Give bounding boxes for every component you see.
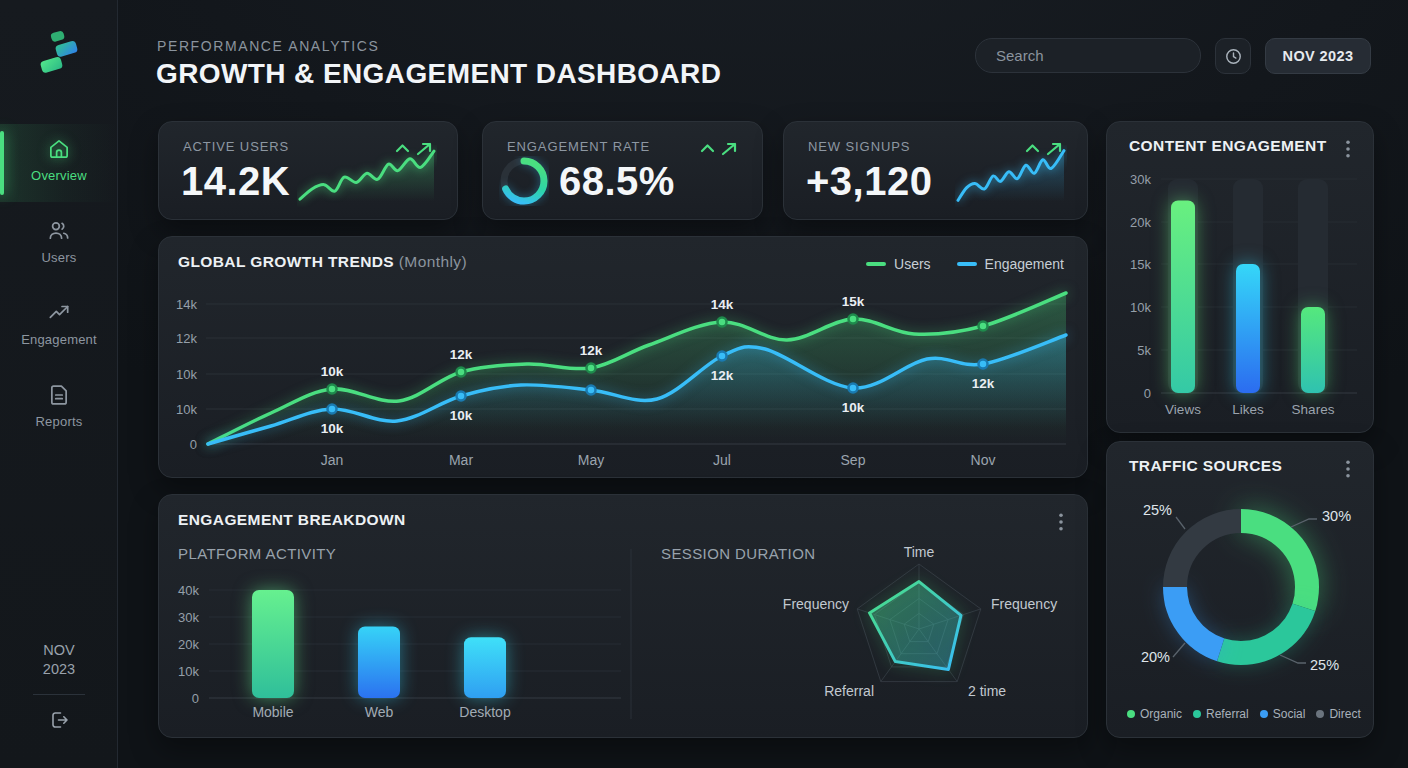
svg-text:Sep: Sep [841, 452, 866, 468]
traffic-legend: Organic Referral Social Direct [1127, 707, 1361, 721]
search-input[interactable] [996, 47, 1195, 64]
page-title: GROWTH & ENGAGEMENT DASHBOARD [156, 58, 721, 90]
sidebar: Overview Users Engagement Reports [0, 0, 118, 768]
svg-text:10k: 10k [176, 402, 197, 417]
kpi-card-engagement-rate: ENGAGEMENT RATE 68.5% [482, 121, 763, 220]
sidebar-item-users[interactable]: Users [0, 206, 118, 284]
kpi-label: NEW SIGNUPS [808, 139, 910, 154]
legend-item: Referral [1193, 707, 1249, 721]
sidebar-item-label: Reports [36, 414, 83, 429]
content-engagement-panel: CONTENT ENGAGEMENT 30k20k15k10k5k0ViewsL… [1106, 121, 1374, 433]
svg-text:10k: 10k [321, 421, 344, 436]
svg-text:0: 0 [1144, 386, 1151, 401]
svg-text:Time: Time [904, 544, 935, 560]
sidebar-item-engagement[interactable]: Engagement [0, 288, 118, 366]
svg-text:10k: 10k [842, 400, 865, 415]
svg-text:5k: 5k [1137, 343, 1151, 358]
svg-text:Mobile: Mobile [252, 704, 293, 720]
svg-text:10k: 10k [1130, 300, 1151, 315]
kpi-value: 68.5% [559, 159, 675, 204]
app-logo-icon [36, 28, 82, 86]
svg-text:12k: 12k [711, 368, 734, 383]
trend-up-arrows-icon [698, 140, 740, 158]
svg-text:40k: 40k [178, 583, 199, 598]
gauge-chart [499, 156, 549, 206]
svg-text:30%: 30% [1322, 508, 1351, 524]
history-button[interactable] [1215, 38, 1251, 74]
svg-text:Frequency: Frequency [991, 596, 1057, 612]
svg-text:20%: 20% [1141, 649, 1170, 665]
svg-text:Desktop: Desktop [459, 704, 511, 720]
kpi-value: +3,120 [806, 159, 932, 204]
svg-text:12k: 12k [450, 347, 473, 362]
sidebar-item-label: Engagement [21, 332, 97, 347]
svg-text:0: 0 [190, 437, 197, 452]
svg-text:Web: Web [365, 704, 394, 720]
svg-text:12k: 12k [176, 331, 197, 346]
svg-text:Jan: Jan [321, 452, 344, 468]
svg-text:Mar: Mar [449, 452, 473, 468]
svg-text:10k: 10k [176, 367, 197, 382]
svg-text:Jul: Jul [713, 452, 731, 468]
legend-item: Organic [1127, 707, 1182, 721]
home-icon [46, 136, 72, 162]
line-chart: 14k 12k 10k 10k 0 Jan Mar May Jul Sep Nov 10k 10k 12k… [159, 237, 1089, 479]
svg-text:12k: 12k [972, 376, 995, 391]
sidebar-item-overview[interactable]: Overview [0, 124, 118, 202]
svg-text:14k: 14k [711, 297, 734, 312]
clock-icon [1224, 47, 1243, 66]
document-icon [46, 382, 72, 408]
svg-text:10k: 10k [178, 664, 199, 679]
search-box[interactable] [975, 38, 1201, 73]
sidebar-item-label: Users [42, 250, 77, 265]
engagement-breakdown-panel: ENGAGEMENT BREAKDOWN PLATFORM ACTIVITY S… [158, 494, 1088, 738]
svg-text:25%: 25% [1310, 657, 1339, 673]
kpi-card-active-users: ACTIVE USERS 14.2K [158, 121, 458, 220]
breakdown-charts: 40k 30k 20k 10k 0 Mobile Web Desktop Time Frequen… [159, 495, 1089, 739]
kpi-label: ENGAGEMENT RATE [507, 139, 650, 154]
svg-text:10k: 10k [321, 364, 344, 379]
svg-text:Views: Views [1165, 402, 1201, 417]
svg-text:15k: 15k [842, 294, 865, 309]
sidebar-item-label: Overview [31, 168, 87, 183]
dashboard-page: Overview Users Engagement Reports [0, 0, 1408, 768]
kpi-label: ACTIVE USERS [183, 139, 289, 154]
sidebar-divider [33, 694, 85, 695]
logout-icon[interactable] [47, 708, 71, 732]
content-bar-chart: 30k 20k 15k 10k 5k 0 Views Likes Shares [1107, 122, 1375, 434]
svg-text:0: 0 [192, 691, 199, 706]
svg-text:20k: 20k [1130, 215, 1151, 230]
date-range-button[interactable]: NOV 2023 [1265, 38, 1371, 74]
users-icon [46, 218, 72, 244]
svg-text:25%: 25% [1143, 502, 1172, 518]
kpi-value: 14.2K [181, 159, 290, 204]
svg-text:Likes: Likes [1232, 402, 1264, 417]
svg-text:Shares: Shares [1292, 402, 1335, 417]
svg-text:14k: 14k [176, 297, 197, 312]
traffic-sources-panel: TRAFFIC SOURCES 30%25%20%25% OrganicRefe… [1106, 441, 1374, 738]
svg-text:Referral: Referral [824, 683, 874, 699]
growth-trends-panel: GLOBAL GROWTH TRENDS (Monthly) Users Eng… [158, 236, 1088, 478]
svg-text:20k: 20k [178, 637, 199, 652]
kpi-card-new-signups: NEW SIGNUPS +3,120 [783, 121, 1088, 220]
sidebar-footer-date: NOV 2023 [0, 641, 118, 679]
svg-text:12k: 12k [580, 343, 603, 358]
donut-chart: 30% 25% 20% 25% [1107, 442, 1375, 739]
legend-item: Direct [1316, 707, 1360, 721]
svg-text:2 time: 2 time [968, 683, 1006, 699]
trend-up-icon [46, 300, 72, 326]
svg-text:30k: 30k [1130, 172, 1151, 187]
svg-text:May: May [578, 452, 604, 468]
svg-text:10k: 10k [450, 408, 473, 423]
legend-item: Social [1260, 707, 1306, 721]
page-eyebrow: PERFORMANCE ANALYTICS [157, 38, 379, 54]
svg-text:30k: 30k [178, 610, 199, 625]
svg-text:Nov: Nov [971, 452, 996, 468]
sparkline-chart [297, 145, 437, 207]
svg-text:Frequency: Frequency [783, 596, 849, 612]
sidebar-item-reports[interactable]: Reports [0, 370, 118, 448]
sparkline-chart [955, 145, 1067, 207]
svg-text:15k: 15k [1130, 257, 1151, 272]
